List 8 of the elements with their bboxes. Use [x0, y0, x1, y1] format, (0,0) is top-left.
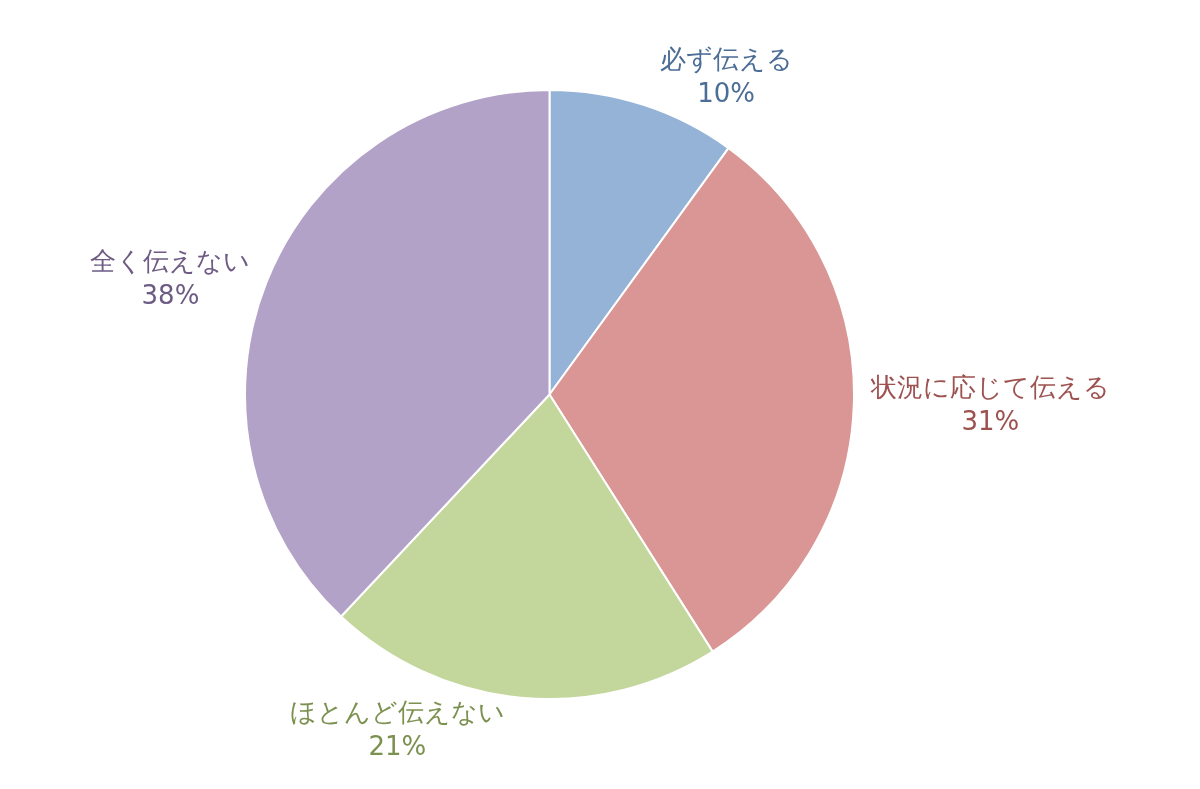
data-label: 10% [697, 77, 755, 108]
data-label: 21% [368, 731, 427, 762]
slice-label: 状況に応じて伝える [869, 372, 1110, 403]
data-label: 38% [141, 279, 200, 310]
slice-label: ほとんど伝えない [289, 697, 505, 728]
data-label: 31% [961, 406, 1020, 436]
slice-label: 全く伝えない [90, 246, 251, 277]
slice-label: 必ず伝える [659, 44, 793, 75]
